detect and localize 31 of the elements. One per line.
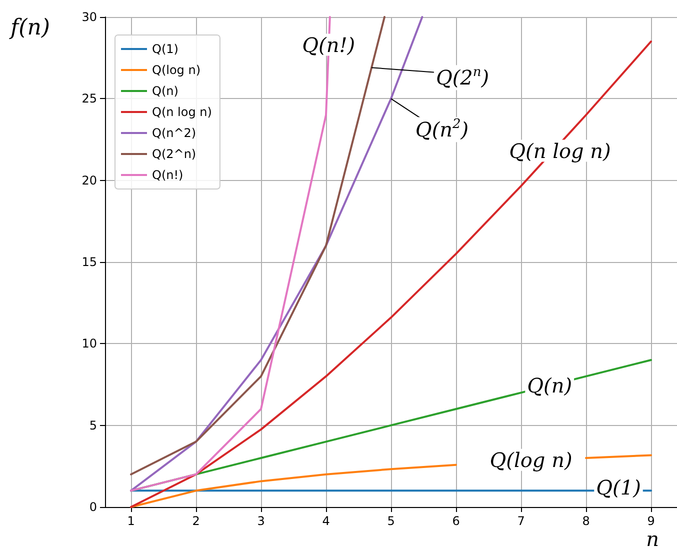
line-series [130, 16, 386, 476]
legend-label: Q(2^n) [152, 147, 196, 161]
legend-label: Q(n log n) [152, 105, 212, 119]
x-tick-label: 4 [322, 514, 330, 528]
y-tick-label: 0 [89, 500, 97, 514]
x-tick-label: 7 [517, 514, 525, 528]
y-tick-label: 10 [82, 336, 97, 351]
y-tick-label: 5 [89, 418, 97, 432]
x-tick-label: 6 [452, 514, 460, 528]
x-tick-label: 5 [387, 514, 395, 528]
y-tick-label: 30 [82, 10, 97, 24]
y-tick-label: 25 [82, 92, 97, 106]
annotation: Q(n) [527, 373, 572, 398]
annotation: Q(1) [596, 476, 641, 500]
legend-label: Q(log n) [152, 63, 201, 77]
legend-label: Q(n!) [152, 168, 184, 182]
annotation: Q(n log n) [509, 138, 611, 163]
legend-label: Q(n^2) [152, 126, 196, 140]
legend-label: Q(1) [152, 42, 178, 56]
y-tick-label: 15 [82, 255, 97, 269]
x-tick-label: 3 [257, 514, 265, 528]
annotation: Q(n!) [302, 32, 356, 57]
x-axis-title: n [646, 527, 659, 551]
y-tick-label: 20 [82, 173, 97, 188]
x-tick-label: 9 [647, 514, 655, 528]
x-tick-label: 8 [582, 514, 590, 528]
y-axis-title: f(n) [8, 16, 50, 40]
x-tick-label: 1 [127, 514, 135, 528]
x-tick-label: 2 [192, 514, 200, 528]
annotation: Q(log n) [490, 448, 572, 472]
legend-label: Q(n) [152, 84, 178, 98]
